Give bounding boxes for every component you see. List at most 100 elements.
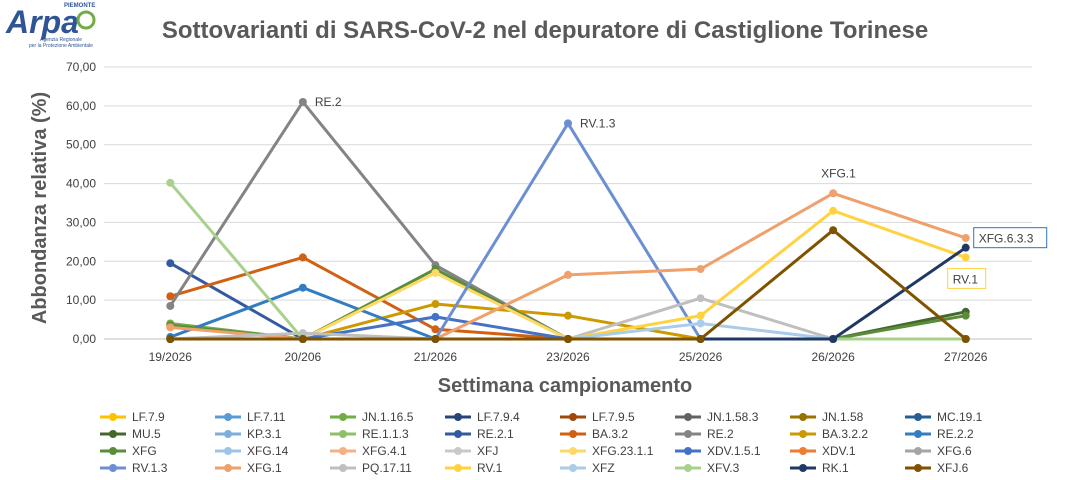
- annotation-label: RV.1.3: [580, 116, 616, 130]
- legend-label: RV.1.3: [132, 461, 168, 475]
- series-RV.1.3: [166, 119, 970, 343]
- legend-item: LF.7.9.5: [560, 410, 635, 424]
- legend-item: XFG: [100, 444, 157, 458]
- legend-item: MU.5: [100, 427, 161, 441]
- y-tick-label: 70,00: [66, 60, 96, 74]
- legend-label: XFJ.6: [937, 461, 969, 475]
- y-tick-label: 0,00: [73, 332, 97, 346]
- legend-marker: [339, 464, 347, 472]
- legend-marker: [799, 464, 807, 472]
- legend-label: JN.1.58: [822, 410, 864, 424]
- data-point: [166, 178, 175, 187]
- data-point: [166, 323, 175, 332]
- chart-title: Sottovarianti di SARS-CoV-2 nel depurato…: [162, 17, 928, 44]
- legend-label: XFG.1: [247, 461, 282, 475]
- annotation-label: RV.1: [953, 272, 979, 286]
- legend-marker: [224, 430, 232, 438]
- logo-subtitle-line1: Agenzia Regionale: [40, 37, 82, 43]
- x-tick-label: 25/2026: [679, 350, 723, 364]
- legend-label: RK.1: [822, 461, 849, 475]
- legend-item: XFG.23.1.1: [560, 444, 654, 458]
- data-point: [298, 253, 307, 262]
- data-point: [298, 283, 307, 292]
- legend-item: JN.1.16.5: [330, 410, 414, 424]
- legend-label: MC.19.1: [937, 410, 983, 424]
- legend-marker: [799, 447, 807, 455]
- legend-label: XFV.3: [707, 461, 740, 475]
- legend-marker: [339, 413, 347, 421]
- logo-subtitle-line2: per la Protezione Ambientale: [29, 43, 93, 49]
- y-tick-label: 30,00: [66, 215, 96, 229]
- legend-marker: [684, 413, 692, 421]
- legend-marker: [339, 430, 347, 438]
- legend-item: XFV.3: [675, 461, 740, 475]
- data-point: [696, 265, 705, 274]
- y-tick-label: 40,00: [66, 177, 96, 191]
- data-point: [166, 301, 175, 310]
- legend-marker: [454, 447, 462, 455]
- legend-item: MC.19.1: [905, 410, 983, 424]
- legend-label: BA.3.2: [592, 427, 628, 441]
- series-XFJ.6: [166, 226, 970, 343]
- logo-swoosh-icon: [76, 10, 96, 30]
- data-point: [431, 268, 440, 277]
- legend-item: LF.7.9.4: [445, 410, 520, 424]
- data-point: [961, 233, 970, 242]
- x-tick-label: 27/2026: [944, 350, 988, 364]
- legend: LF.7.9 LF.7.11 JN.1.16.5 LF.7.9.4 LF.7.9.5 JN…: [100, 410, 983, 475]
- legend-label: LF.7.11: [247, 410, 286, 424]
- annotation-label: XFG.1: [821, 166, 856, 180]
- y-tick-label: 60,00: [66, 99, 96, 113]
- x-axis-title: Settimana campionamento: [438, 375, 693, 397]
- legend-label: LF.7.9.5: [592, 410, 635, 424]
- annotation-box: [973, 227, 1048, 249]
- legend-label: PQ.17.11: [362, 461, 412, 475]
- legend-label: XFG.23.1.1: [592, 444, 654, 458]
- legend-label: XDV.1: [822, 444, 856, 458]
- legend-marker: [914, 464, 922, 472]
- legend-marker: [224, 464, 232, 472]
- series-line: [169, 255, 966, 341]
- data-point: [829, 335, 838, 343]
- legend-label: RE.2.1: [477, 427, 514, 441]
- legend-item: RV.1: [445, 461, 503, 475]
- legend-item: JN.1.58.3: [675, 410, 759, 424]
- legend-marker: [569, 464, 577, 472]
- legend-label: XFG: [132, 444, 157, 458]
- legend-label: XFG.6: [937, 444, 972, 458]
- data-point: [961, 335, 970, 343]
- legend-item: XFG.6: [905, 444, 972, 458]
- legend-item: XFG.14: [215, 444, 289, 458]
- legend-label: RE.1.1.3: [362, 427, 409, 441]
- x-tick-label: 23/2026: [546, 350, 590, 364]
- logo-region: PIEMONTE: [64, 3, 95, 9]
- x-tick-label: 26/2026: [811, 350, 855, 364]
- legend-label: XFG.14: [247, 444, 289, 458]
- legend-label: RV.1: [477, 461, 503, 475]
- x-tick-label: 19/2026: [149, 350, 193, 364]
- legend-item: XDV.1: [790, 444, 856, 458]
- series-RE.2: [166, 97, 970, 343]
- legend-item: RE.1.1.3: [330, 427, 409, 441]
- legend-marker: [569, 413, 577, 421]
- legend-marker: [569, 430, 577, 438]
- data-point: [564, 119, 572, 128]
- legend-marker: [799, 430, 807, 438]
- legend-marker: [454, 430, 462, 438]
- data-point: [961, 253, 970, 262]
- data-point: [564, 270, 572, 279]
- data-annotations: RE.2 RV.1.3 XFG.1 XFG.6.3.3 RV.1: [315, 95, 1048, 289]
- legend-marker: [109, 430, 117, 438]
- y-axis-ticks: 0,00 10,00 20,00 30,00 40,00 50,00 60,00 70,00: [66, 60, 96, 346]
- arpa-logo: PIEMONTE Arpa Agenzia Regionale per la P…: [5, 3, 96, 49]
- y-axis-title: Abbondanza relativa (%): [29, 92, 51, 324]
- legend-marker: [799, 413, 807, 421]
- legend-item: XFG.1: [215, 461, 282, 475]
- legend-item: PQ.17.11: [330, 461, 412, 475]
- data-point: [166, 259, 175, 268]
- x-tick-label: 21/2026: [414, 350, 458, 364]
- data-point: [696, 311, 705, 320]
- data-point: [298, 335, 307, 343]
- legend-item: KP.3.1: [215, 427, 282, 441]
